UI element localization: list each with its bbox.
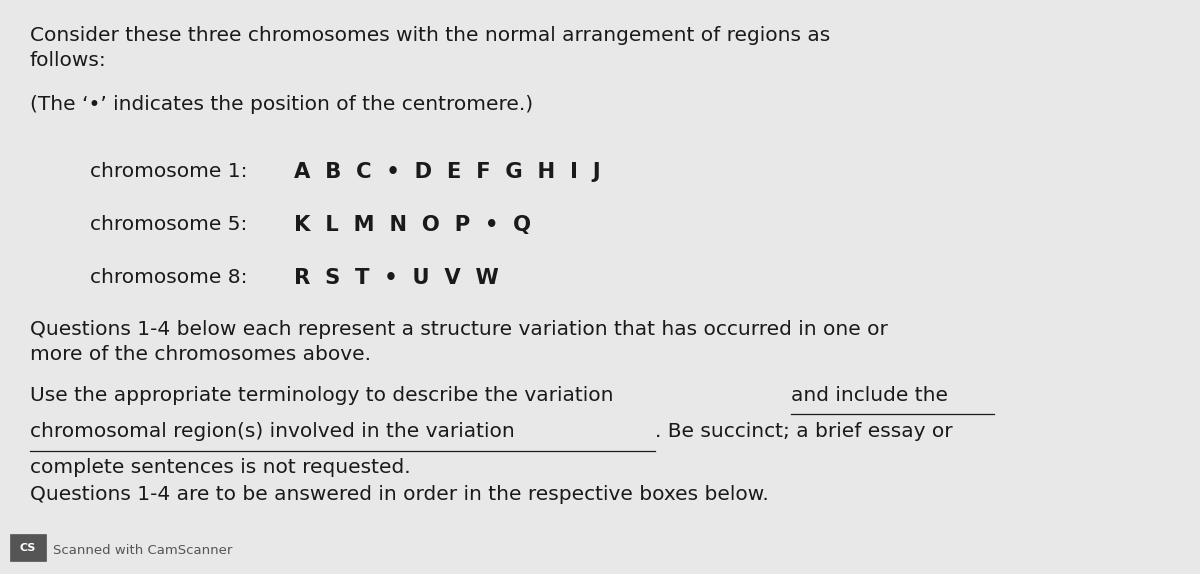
Text: Consider these three chromosomes with the normal arrangement of regions as
follo: Consider these three chromosomes with th…	[30, 26, 830, 70]
Text: Questions 1-4 are to be answered in order in the respective boxes below.: Questions 1-4 are to be answered in orde…	[30, 485, 769, 504]
Text: Questions 1-4 below each represent a structure variation that has occurred in on: Questions 1-4 below each represent a str…	[30, 320, 888, 364]
Text: (The ‘•’ indicates the position of the centromere.): (The ‘•’ indicates the position of the c…	[30, 95, 533, 114]
Text: chromosome 1:: chromosome 1:	[90, 162, 247, 181]
Text: and include the: and include the	[791, 386, 948, 405]
Text: chromosome 5:: chromosome 5:	[90, 215, 247, 234]
Text: R  S  T  •  U  V  W: R S T • U V W	[294, 268, 499, 288]
Text: K  L  M  N  O  P  •  Q: K L M N O P • Q	[294, 215, 532, 235]
Text: chromosomal region(s) involved in the variation: chromosomal region(s) involved in the va…	[30, 422, 515, 441]
FancyBboxPatch shape	[10, 534, 46, 561]
Text: chromosome 8:: chromosome 8:	[90, 268, 247, 287]
Text: Use the appropriate terminology to describe the variation: Use the appropriate terminology to descr…	[30, 386, 620, 405]
Text: Scanned with CamScanner: Scanned with CamScanner	[53, 544, 232, 557]
Text: complete sentences is not requested.: complete sentences is not requested.	[30, 458, 410, 477]
Text: CS: CS	[19, 542, 36, 553]
Text: . Be succinct; a brief essay or: . Be succinct; a brief essay or	[655, 422, 953, 441]
Text: A  B  C  •  D  E  F  G  H  I  J: A B C • D E F G H I J	[294, 162, 601, 182]
